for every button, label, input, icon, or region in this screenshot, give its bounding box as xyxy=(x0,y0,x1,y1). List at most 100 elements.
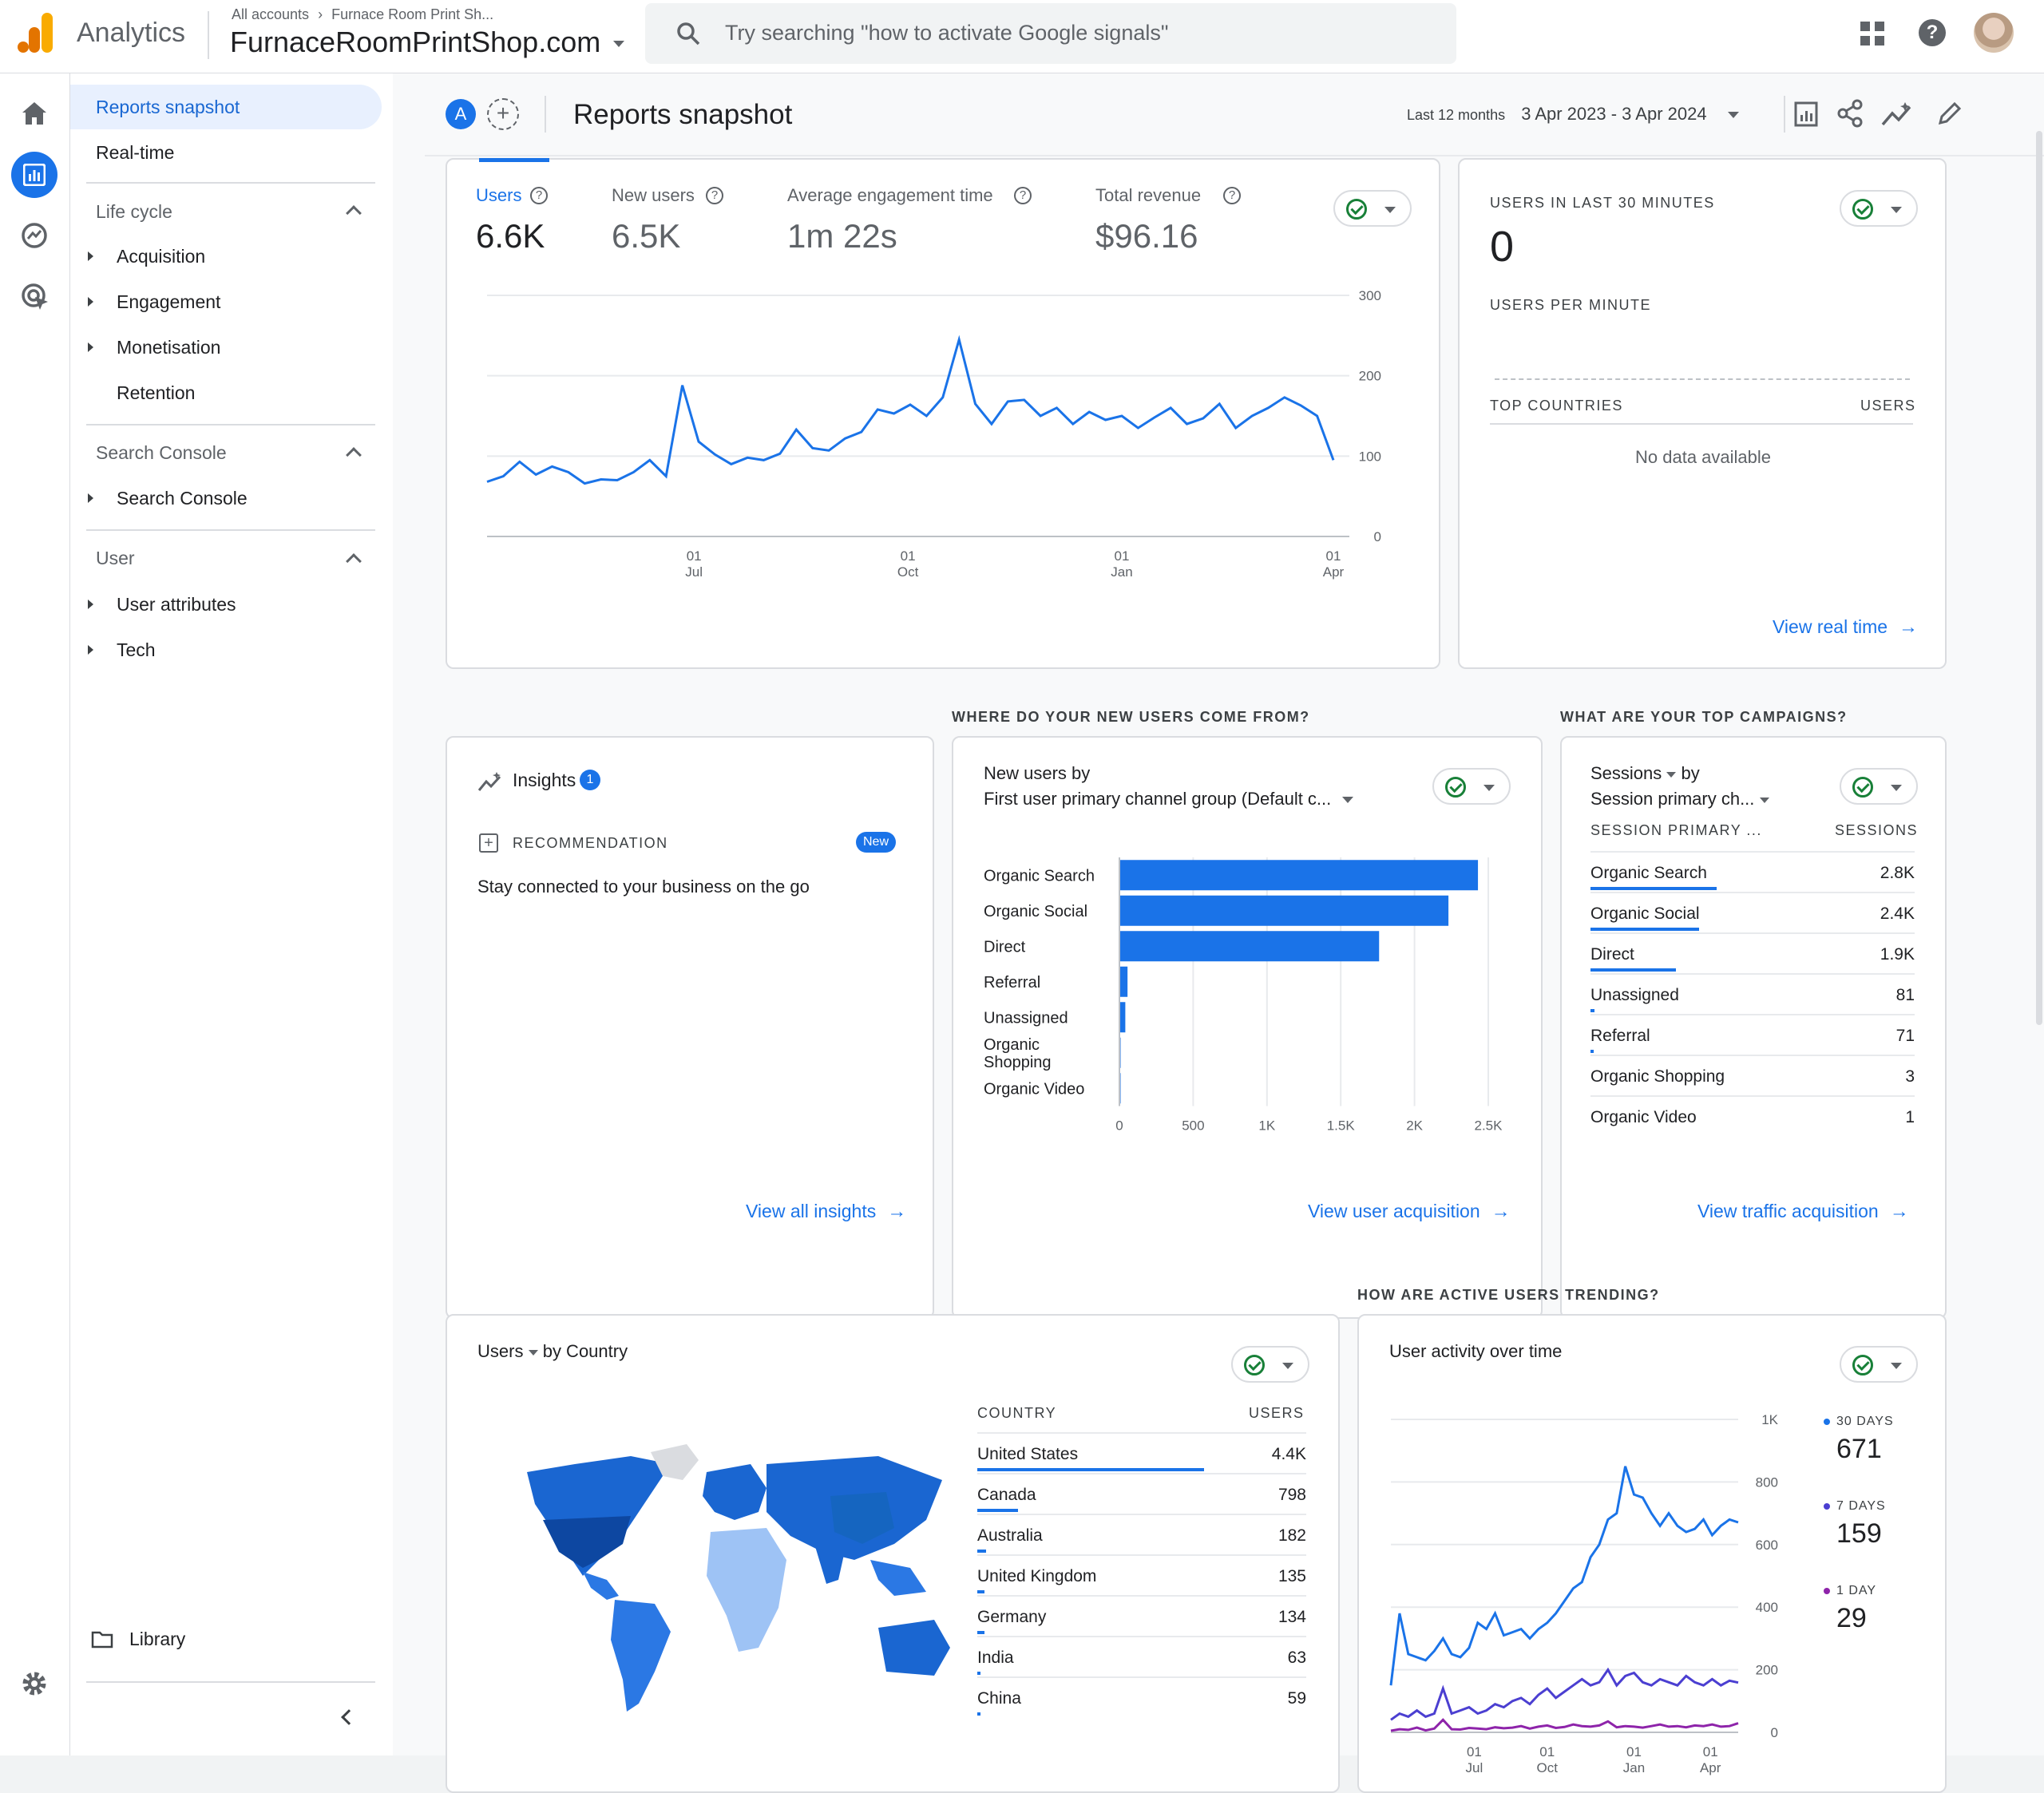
analytics-logo[interactable] xyxy=(18,13,56,54)
view-user-acquisition-link[interactable]: View user acquisition → xyxy=(1308,1201,1511,1223)
home-icon[interactable] xyxy=(21,101,48,126)
no-data-message: No data available xyxy=(1635,447,1772,467)
metric-selector[interactable]: Sessions by xyxy=(1590,763,1700,784)
legend-value: 29 xyxy=(1836,1603,1867,1633)
table-row[interactable]: Direct 1.9K xyxy=(1590,932,1915,973)
scrollbar-thumb[interactable] xyxy=(2036,131,2042,1025)
row-value: 2.8K xyxy=(1880,864,1915,882)
chevron-up-icon[interactable] xyxy=(346,205,362,221)
sidebar-item-user-attributes[interactable]: User attributes xyxy=(117,594,236,615)
settings-gear-icon[interactable] xyxy=(21,1670,48,1697)
map-india xyxy=(814,1544,846,1584)
insights-sparkle-icon[interactable] xyxy=(1881,101,1913,128)
x-tick-label: 01 xyxy=(1326,548,1341,564)
data-quality-dropdown[interactable] xyxy=(1333,190,1412,227)
row-bar xyxy=(977,1631,984,1634)
breadcrumb[interactable]: All accounts › Furnace Room Print Sh... xyxy=(232,6,493,23)
metric-tab-total-revenue[interactable]: Total revenue ? $96.16 xyxy=(1095,185,1255,257)
property-selector[interactable]: FurnaceRoomPrintShop.com xyxy=(230,26,625,59)
section-user[interactable]: User xyxy=(96,548,135,568)
edit-pencil-icon[interactable] xyxy=(1937,101,1963,126)
data-quality-dropdown[interactable] xyxy=(1840,190,1918,227)
sidebar-item-reports-snapshot[interactable]: Reports snapshot xyxy=(70,85,382,129)
help-circle-icon[interactable]: ? xyxy=(1223,187,1241,204)
row-label: United Kingdom xyxy=(977,1567,1097,1585)
table-row[interactable]: India 63 xyxy=(977,1636,1306,1676)
chevron-up-icon[interactable] xyxy=(346,553,362,569)
table-row[interactable]: China 59 xyxy=(977,1676,1306,1717)
explore-icon[interactable] xyxy=(21,222,48,249)
data-quality-dropdown[interactable] xyxy=(1432,768,1511,805)
help-icon[interactable]: ? xyxy=(1919,19,1946,46)
avatar[interactable] xyxy=(1974,13,2014,53)
expand-arrow-icon[interactable] xyxy=(88,342,93,352)
comparison-badge[interactable]: A xyxy=(446,99,476,129)
sidebar-item-monetisation[interactable]: Monetisation xyxy=(117,337,221,358)
view-all-insights-link[interactable]: View all insights → xyxy=(746,1201,906,1223)
add-comparison-icon[interactable]: + xyxy=(487,98,519,130)
help-circle-icon[interactable]: ? xyxy=(530,187,548,204)
metric-label: New users xyxy=(612,185,695,205)
sidebar-item-acquisition[interactable]: Acquisition xyxy=(117,246,206,267)
expand-arrow-icon[interactable] xyxy=(88,493,93,503)
sidebar-item-label: Reports snapshot xyxy=(96,97,240,117)
expand-arrow-icon[interactable] xyxy=(88,297,93,307)
table-row[interactable]: United States 4.4K xyxy=(977,1432,1306,1473)
column-header-country: COUNTRY xyxy=(977,1405,1057,1421)
legend-dot xyxy=(1824,1503,1830,1510)
table-row[interactable]: United Kingdom 135 xyxy=(977,1554,1306,1595)
insights-card: Insights 1 + RECOMMENDATION New Stay con… xyxy=(446,736,934,1319)
expand-arrow-icon[interactable] xyxy=(88,645,93,655)
share-icon[interactable] xyxy=(1836,99,1864,128)
reports-icon[interactable] xyxy=(11,152,57,198)
y-tick-label: 100 xyxy=(1359,449,1381,464)
view-traffic-acquisition-link[interactable]: View traffic acquisition → xyxy=(1697,1201,1909,1223)
metric-tab-engagement-time[interactable]: Average engagement time ? 1m 22s xyxy=(787,185,1051,257)
expand-arrow-icon[interactable] xyxy=(88,600,93,609)
section-search-console[interactable]: Search Console xyxy=(96,442,227,463)
sidebar-item-real-time[interactable]: Real-time xyxy=(96,142,175,163)
table-row[interactable]: Referral 71 xyxy=(1590,1014,1915,1055)
apps-grid-icon[interactable] xyxy=(1860,21,1885,46)
bar xyxy=(1119,966,1128,997)
date-range-picker[interactable]: Last 12 months 3 Apr 2023 - 3 Apr 2024 xyxy=(1407,104,1739,125)
section-life-cycle[interactable]: Life cycle xyxy=(96,201,172,222)
data-quality-dropdown[interactable] xyxy=(1840,768,1918,805)
expand-arrow-icon[interactable] xyxy=(88,251,93,261)
metric-selector[interactable]: Users by Country xyxy=(477,1341,628,1362)
table-row[interactable]: Organic Shopping 3 xyxy=(1590,1055,1915,1095)
recommendation-text[interactable]: Stay connected to your business on the g… xyxy=(477,877,810,896)
table-row[interactable]: Organic Search 2.8K xyxy=(1590,851,1915,892)
view-real-time-link[interactable]: View real time → xyxy=(1773,616,1918,639)
search-input[interactable]: Try searching "how to activate Google si… xyxy=(725,21,1169,45)
search-icon xyxy=(677,22,700,46)
sidebar-item-tech[interactable]: Tech xyxy=(117,639,156,660)
sidebar-item-retention[interactable]: Retention xyxy=(117,382,196,403)
table-row[interactable]: Organic Social 2.4K xyxy=(1590,892,1915,932)
row-value: 59 xyxy=(1287,1689,1306,1708)
sidebar-item-engagement[interactable]: Engagement xyxy=(117,291,221,312)
dimension-selector[interactable]: First user primary channel group (Defaul… xyxy=(984,789,1354,809)
recommendation-icon: + xyxy=(479,833,498,853)
map-se-asia xyxy=(870,1560,926,1596)
customize-report-icon[interactable] xyxy=(1793,101,1820,128)
table-row[interactable]: Organic Video 1 xyxy=(1590,1095,1915,1136)
table-row[interactable]: Germany 134 xyxy=(977,1595,1306,1636)
search-bar[interactable]: Try searching "how to activate Google si… xyxy=(645,3,1456,64)
advertising-icon[interactable] xyxy=(21,283,50,311)
data-quality-dropdown[interactable] xyxy=(1231,1346,1309,1383)
metric-tab-new-users[interactable]: New users ? 6.5K xyxy=(612,185,739,257)
row-label: United States xyxy=(977,1445,1079,1463)
collapse-chevron-icon[interactable] xyxy=(341,1709,357,1725)
table-row[interactable]: Australia 182 xyxy=(977,1514,1306,1554)
help-circle-icon[interactable]: ? xyxy=(1014,187,1032,204)
dimension-selector[interactable]: Session primary ch... xyxy=(1590,789,1769,809)
sidebar-item-library[interactable]: Library xyxy=(91,1627,251,1656)
data-quality-dropdown[interactable] xyxy=(1840,1346,1918,1383)
table-row[interactable]: Canada 798 xyxy=(977,1473,1306,1514)
chevron-up-icon[interactable] xyxy=(346,447,362,463)
metric-tab-users[interactable]: Users ? 6.6K xyxy=(476,185,564,257)
table-row[interactable]: Unassigned 81 xyxy=(1590,973,1915,1014)
help-circle-icon[interactable]: ? xyxy=(706,187,723,204)
sidebar-item-search-console[interactable]: Search Console xyxy=(117,488,248,509)
